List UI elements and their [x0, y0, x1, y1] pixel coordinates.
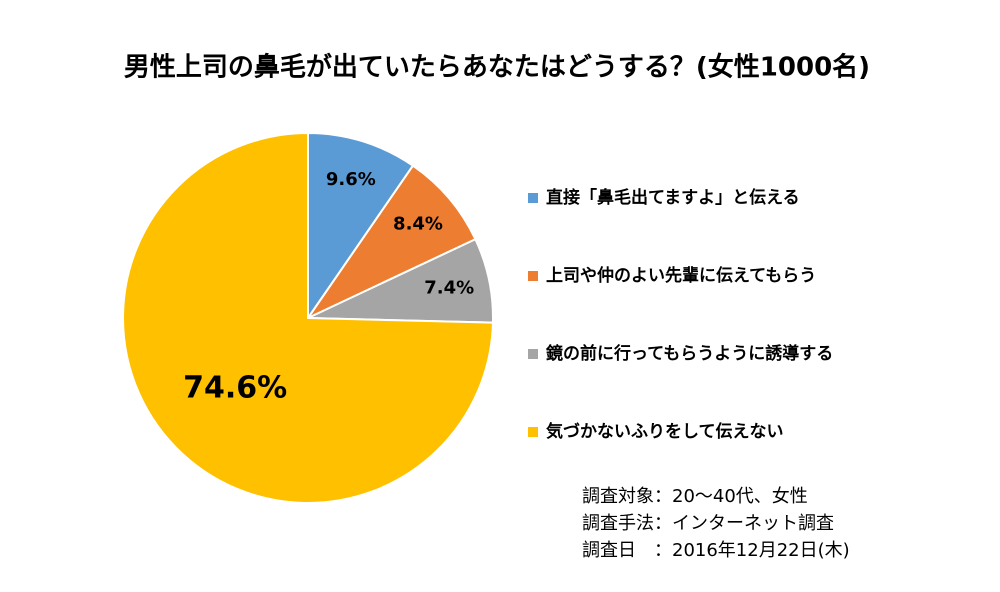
data-label: 8.4% — [393, 214, 443, 235]
note: 調査手法：インターネット調査 — [582, 513, 834, 534]
pie-slice — [305, 164, 477, 321]
legend-marker — [528, 271, 538, 281]
data-label: 74.6% — [183, 371, 287, 406]
legend-marker — [528, 427, 538, 437]
pie-slice — [307, 131, 415, 322]
legend-label: 気づかないふりをして伝えない — [545, 421, 784, 442]
data-label: 7.4% — [424, 277, 474, 298]
legend-marker — [528, 349, 538, 359]
legend-marker — [528, 193, 538, 203]
note: 調査日 ：2016年12月22日(木) — [582, 540, 850, 561]
legend-label: 鏡の前に行ってもらうように誘導する — [546, 343, 833, 364]
legend-label: 直接「鼻毛出てますよ」と伝える — [546, 187, 800, 208]
pie-slice — [122, 131, 494, 504]
data-label: 9.6% — [326, 169, 376, 190]
note: 調査対象：20～40代、女性 — [582, 486, 808, 507]
chart-title: 男性上司の鼻毛が出ていたらあなたはどうする？(女性1000名) — [124, 52, 870, 83]
legend-label: 上司や仲のよい先輩に伝えてもらう — [546, 265, 816, 286]
